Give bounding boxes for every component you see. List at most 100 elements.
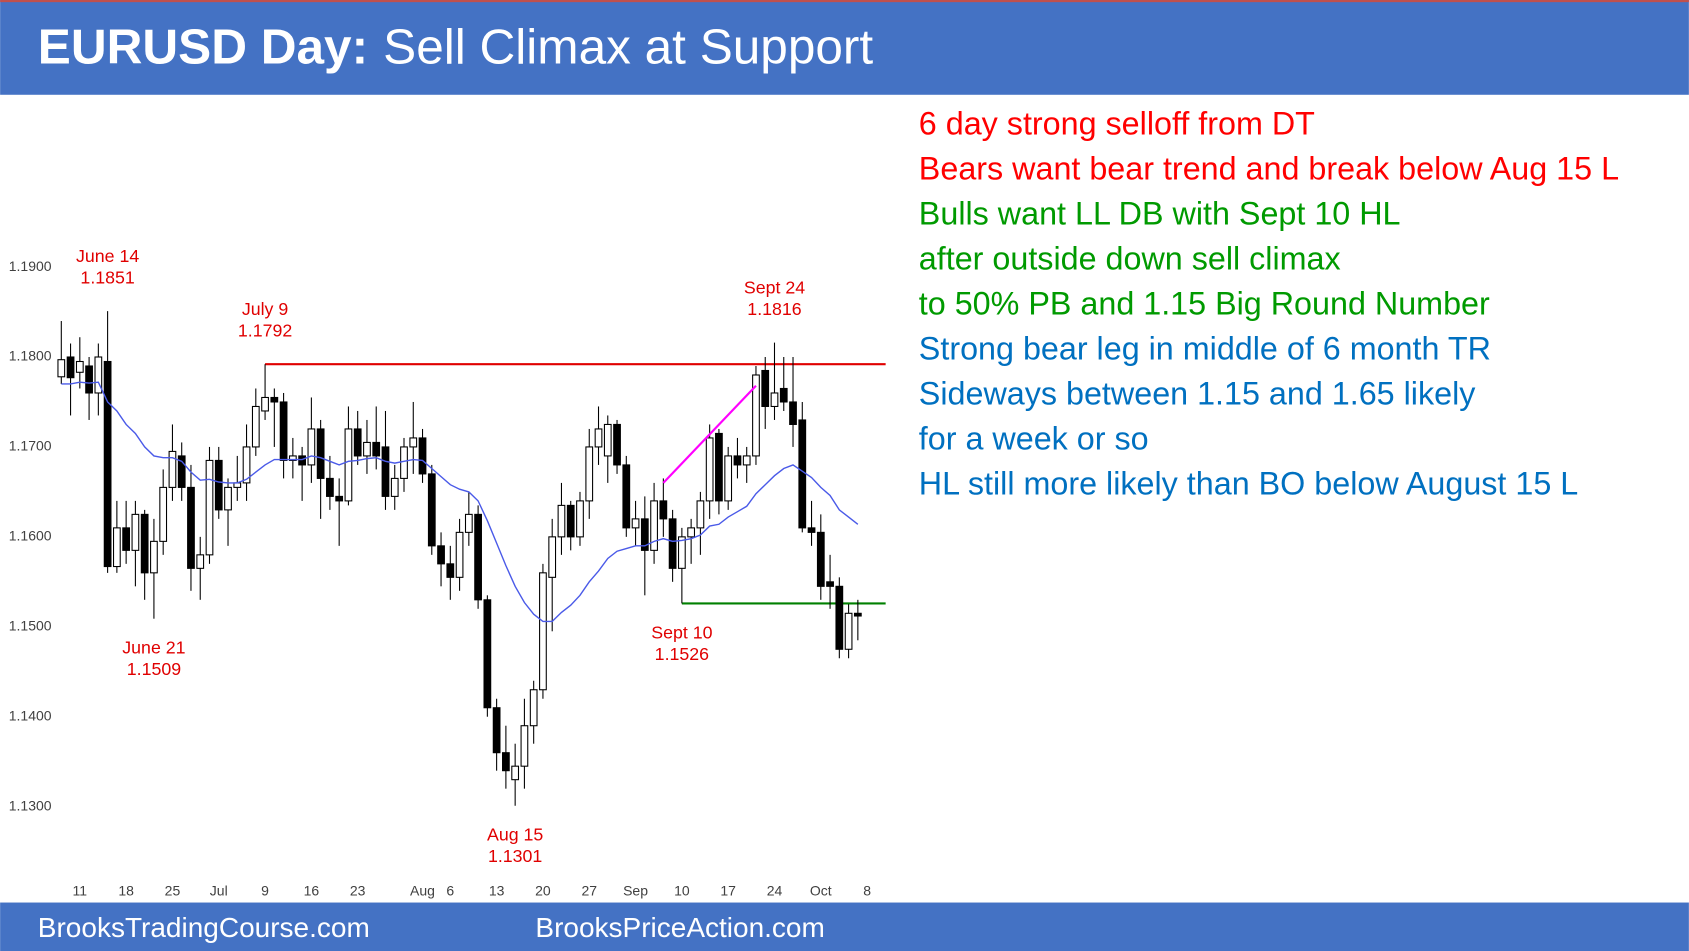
candle-body: [270, 396, 279, 403]
candle-body: [705, 437, 714, 502]
candle-body: [779, 387, 788, 403]
candle-body: [677, 536, 686, 569]
candle-body: [187, 486, 195, 569]
candle-body: [464, 513, 473, 533]
candle-body: [335, 495, 344, 502]
note-line: Bears want bear trend and break below Au…: [919, 151, 1619, 187]
x-tick-label: 17: [720, 882, 736, 898]
annotation-date: June 21: [122, 638, 185, 658]
plot: 1.1300 1.1400 1.1500 1.1600 1.1700 1.1800 1.19…: [9, 246, 886, 898]
candle-body: [196, 554, 205, 569]
x-tick-label: 16: [304, 882, 320, 898]
candle-body: [344, 428, 353, 502]
candle-body: [57, 359, 66, 378]
candle-body: [224, 486, 232, 511]
candle-body: [696, 500, 705, 529]
note-line: Bulls want LL DB with Sept 10 HL: [919, 196, 1401, 232]
y-tick-label: 1.1800: [9, 348, 52, 364]
candle-body: [557, 504, 566, 538]
x-tick-label: 18: [118, 882, 134, 898]
candle-body: [122, 527, 131, 551]
candle-body: [640, 518, 649, 551]
candle-body: [94, 356, 103, 394]
candle-body: [307, 428, 316, 466]
candle-body: [261, 396, 269, 412]
note-line: HL still more likely than BO below Augus…: [919, 466, 1578, 502]
x-tick-label: Sep: [623, 882, 648, 898]
note-line: Sideways between 1.15 and 1.65 likely: [919, 376, 1476, 412]
candle-body: [668, 518, 677, 569]
annotation-date: Sept 10: [651, 622, 712, 642]
candle-body: [585, 446, 594, 502]
candle-body: [66, 356, 75, 379]
candle-body: [112, 527, 121, 568]
candle-body: [752, 374, 760, 457]
candle-body: [177, 455, 186, 488]
candle-body: [502, 752, 510, 772]
footer-right: BrooksPriceAction.com: [535, 912, 824, 943]
candle-body: [594, 428, 603, 448]
note-line: Strong bear leg in middle of 6 month TR: [919, 331, 1491, 367]
candle-body: [603, 423, 612, 457]
candle-body: [724, 455, 733, 502]
y-tick-label: 1.1500: [9, 617, 52, 633]
header-rule: [0, 0, 1689, 3]
annotation-price: 1.1301: [488, 846, 542, 866]
candle-body: [150, 540, 158, 574]
candle-body: [789, 401, 797, 425]
candle-body: [816, 531, 825, 587]
note-line: 6 day strong selloff from DT: [919, 106, 1315, 142]
candle-body: [409, 437, 418, 448]
candle-body: [474, 513, 482, 601]
candle-body: [298, 455, 306, 466]
candle-body: [492, 707, 501, 754]
moving-average: [61, 381, 859, 623]
x-tick-label: 6: [446, 882, 454, 898]
annotation-date: Aug 15: [487, 825, 543, 845]
candle-body: [631, 518, 640, 529]
candle-body: [168, 450, 177, 488]
candle-body: [381, 446, 390, 497]
x-tick-label: 23: [350, 882, 366, 898]
candle-body: [715, 432, 723, 502]
x-tick-label: Oct: [810, 882, 832, 898]
x-tick-label: 11: [73, 882, 88, 898]
candle-body: [437, 545, 445, 565]
candle-body: [548, 536, 557, 578]
x-tick-label: 8: [863, 882, 871, 898]
note-line: to 50% PB and 1.15 Big Round Number: [919, 286, 1490, 322]
candle-body: [613, 423, 621, 466]
candle-body: [566, 504, 575, 538]
candle-body: [427, 473, 436, 547]
annotation-price: 1.1526: [655, 644, 709, 664]
candle-body: [798, 419, 807, 529]
candle-body: [520, 725, 529, 767]
footer-left: BrooksTradingCourse.com: [38, 912, 370, 943]
candle-body: [835, 585, 844, 650]
candle-body: [446, 563, 455, 578]
candle-body: [650, 500, 658, 551]
candle-body: [288, 455, 297, 461]
candle-body: [326, 477, 334, 497]
x-tick-label: 27: [581, 882, 597, 898]
candle-body: [483, 599, 492, 709]
y-tick-label: 1.1900: [9, 258, 52, 274]
x-tick-label: Aug: [410, 882, 435, 898]
candle-body: [75, 360, 84, 373]
notes: 6 day strong selloff from DT Bears want b…: [919, 106, 1619, 502]
x-tick-label: 20: [535, 882, 551, 898]
annotation-date: Sept 24: [744, 277, 805, 297]
x-tick-label: 9: [261, 882, 269, 898]
candle-body: [539, 572, 547, 691]
trend-line: [662, 385, 757, 484]
candle-body: [279, 401, 288, 461]
candle-body: [242, 446, 251, 484]
candle-body: [418, 437, 427, 475]
note-line: after outside down sell climax: [919, 241, 1341, 277]
title-bold: EURUSD Day:: [38, 20, 368, 75]
candle-body: [733, 455, 742, 466]
slide-title: EURUSD Day: Sell Climax at Support: [38, 20, 874, 75]
x-tick-label: 24: [767, 882, 783, 898]
